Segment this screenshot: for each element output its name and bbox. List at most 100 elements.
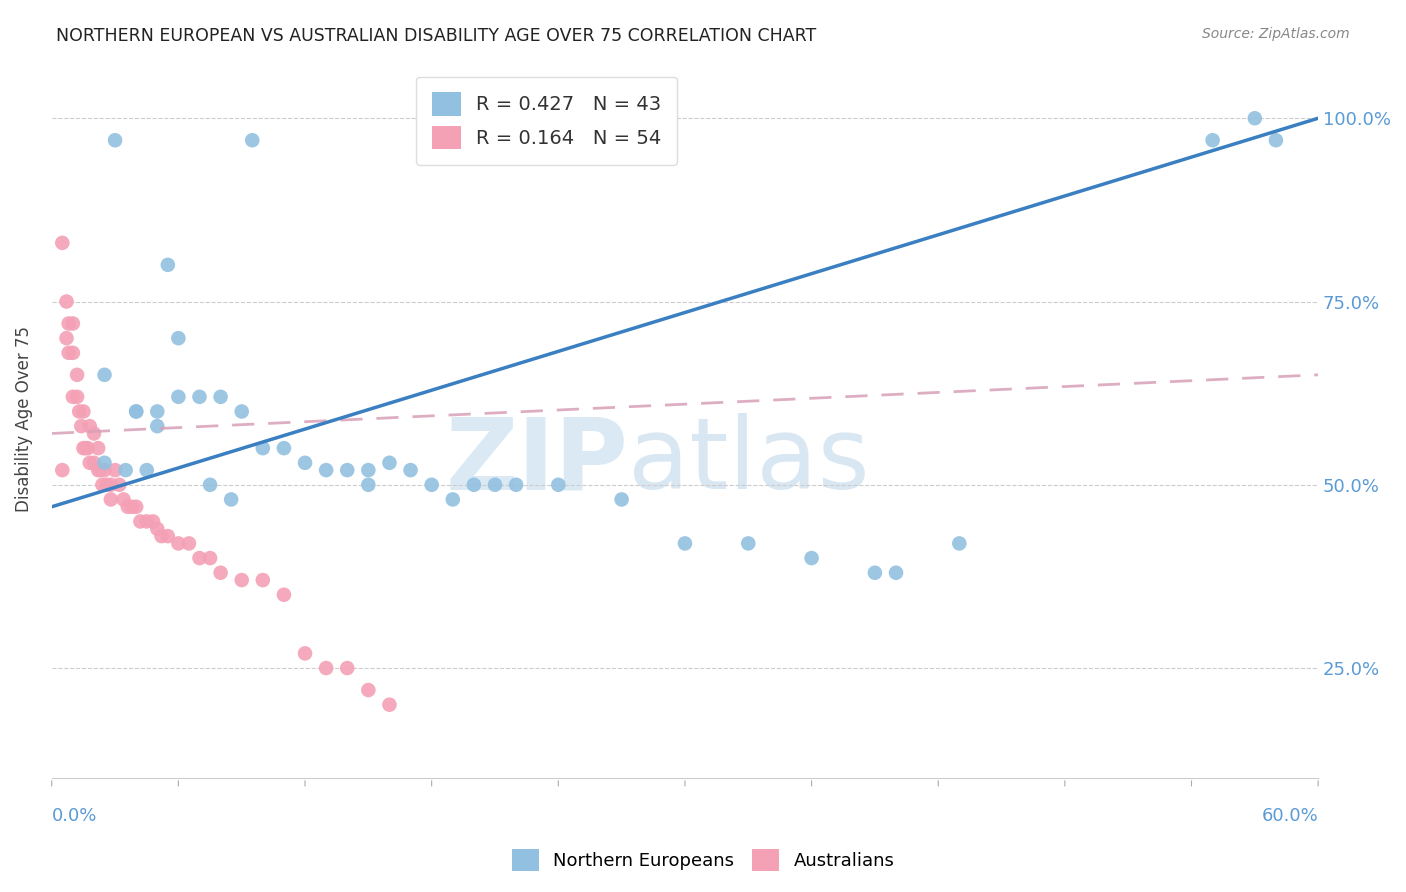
Point (209, 566, 232, 580)
Point (93, 368, 115, 382)
Point (610, 492, 633, 507)
Point (142, 515, 165, 529)
Point (948, 536, 970, 550)
Point (884, 566, 907, 580)
Point (96, 477, 118, 491)
Text: Source: ZipAtlas.com: Source: ZipAtlas.com (1202, 27, 1350, 41)
Point (93, 456, 115, 470)
Point (484, 477, 506, 491)
Point (547, 477, 569, 491)
Point (51, 463, 73, 477)
Point (100, 477, 122, 491)
Point (399, 463, 422, 477)
Point (66, 390, 89, 404)
Point (93, 463, 115, 477)
Point (125, 404, 148, 418)
Text: 60.0%: 60.0% (1261, 806, 1319, 825)
Point (188, 390, 211, 404)
Point (315, 463, 337, 477)
Point (294, 646, 316, 660)
Point (150, 529, 173, 543)
Point (209, 390, 232, 404)
Point (800, 551, 823, 566)
Point (104, 463, 127, 477)
Text: ZIP: ZIP (446, 413, 628, 510)
Point (273, 588, 295, 602)
Text: 0.0%: 0.0% (52, 806, 97, 825)
Point (112, 492, 135, 507)
Point (441, 492, 464, 507)
Text: NORTHERN EUROPEAN VS AUSTRALIAN DISABILITY AGE OVER 75 CORRELATION CHART: NORTHERN EUROPEAN VS AUSTRALIAN DISABILI… (56, 27, 817, 45)
Point (67, 404, 90, 418)
Point (1264, 133, 1286, 147)
Point (146, 404, 169, 418)
Point (121, 500, 143, 514)
Legend: Northern Europeans, Australians: Northern Europeans, Australians (505, 842, 901, 879)
Point (79, 456, 101, 470)
Y-axis label: Disability Age Over 75: Disability Age Over 75 (15, 326, 32, 512)
Point (463, 477, 485, 491)
Point (58, 346, 80, 360)
Point (378, 456, 401, 470)
Point (1201, 133, 1223, 147)
Point (378, 698, 401, 712)
Point (91, 477, 114, 491)
Text: atlas: atlas (628, 413, 869, 510)
Point (315, 661, 337, 675)
Point (135, 515, 157, 529)
Point (51, 235, 73, 250)
Point (104, 133, 127, 147)
Point (72, 404, 94, 418)
Point (89, 463, 111, 477)
Point (420, 477, 443, 491)
Point (231, 404, 253, 418)
Point (66, 368, 89, 382)
Point (273, 441, 295, 455)
Point (62, 390, 84, 404)
Point (167, 390, 190, 404)
Point (1243, 112, 1265, 126)
Point (117, 500, 139, 514)
Point (336, 463, 359, 477)
Point (87, 441, 110, 455)
Point (357, 477, 380, 491)
Point (231, 573, 253, 587)
Point (114, 463, 136, 477)
Point (737, 536, 759, 550)
Point (505, 477, 527, 491)
Point (219, 492, 242, 507)
Point (673, 536, 696, 550)
Point (55, 331, 77, 345)
Point (76, 441, 98, 455)
Point (198, 551, 221, 566)
Point (72, 441, 94, 455)
Point (294, 456, 316, 470)
Point (70, 419, 93, 434)
Point (198, 477, 221, 491)
Point (167, 331, 190, 345)
Point (146, 522, 169, 536)
Point (240, 133, 263, 147)
Legend: R = 0.427   N = 43, R = 0.164   N = 54: R = 0.427 N = 43, R = 0.164 N = 54 (416, 77, 678, 165)
Point (87, 463, 110, 477)
Point (336, 661, 359, 675)
Point (129, 515, 152, 529)
Point (83, 456, 105, 470)
Point (75, 441, 97, 455)
Point (863, 566, 886, 580)
Point (357, 463, 380, 477)
Point (79, 419, 101, 434)
Point (252, 573, 274, 587)
Point (125, 500, 148, 514)
Point (58, 317, 80, 331)
Point (167, 536, 190, 550)
Point (125, 404, 148, 418)
Point (83, 426, 105, 441)
Point (108, 477, 131, 491)
Point (62, 317, 84, 331)
Point (146, 419, 169, 434)
Point (55, 294, 77, 309)
Point (100, 492, 122, 507)
Point (62, 346, 84, 360)
Point (252, 441, 274, 455)
